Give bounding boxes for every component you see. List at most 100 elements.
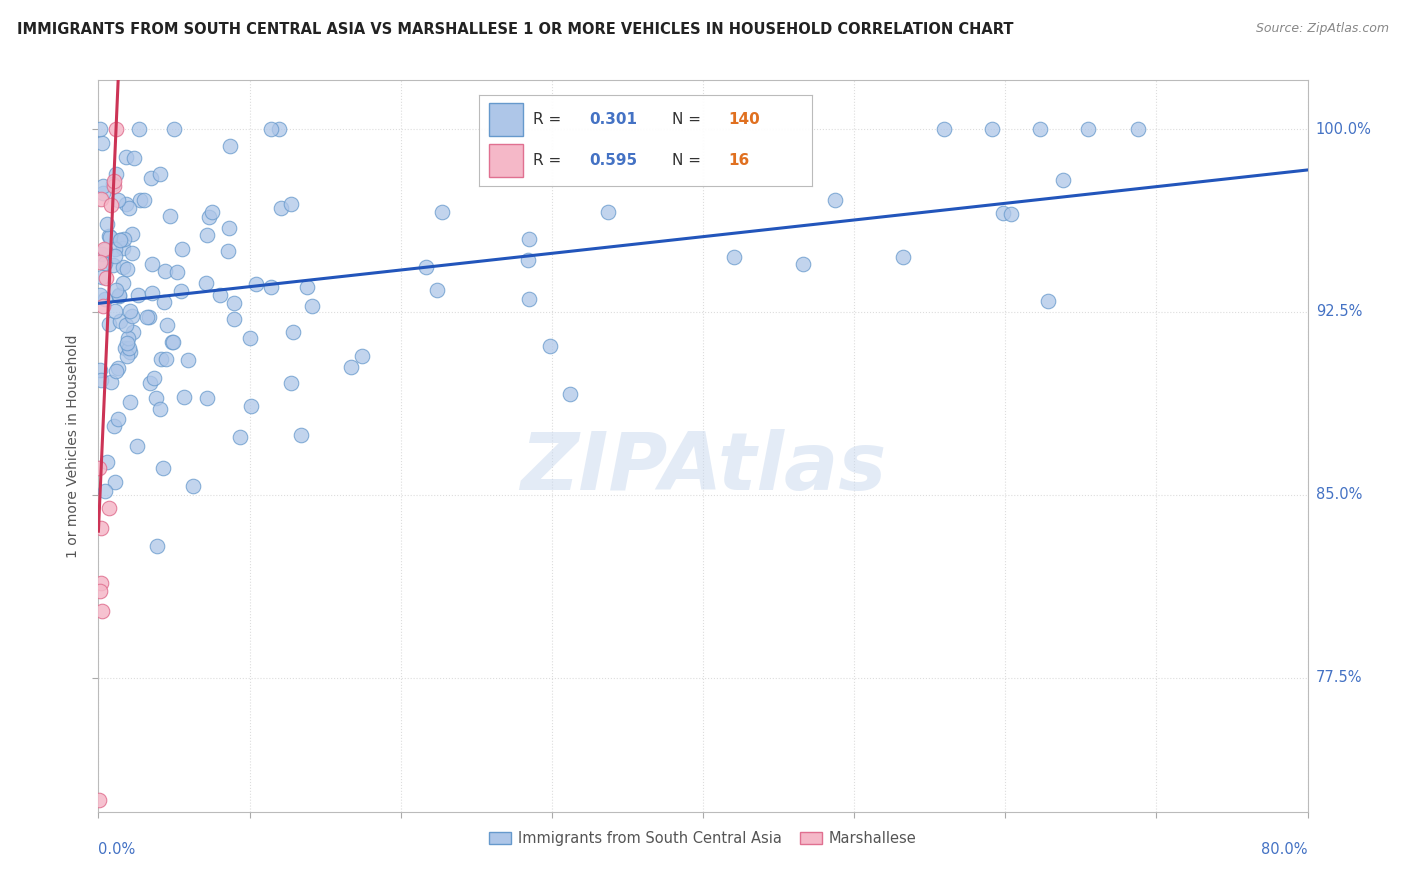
Point (103, 179, 125, 194)
Point (115, 261, 138, 276)
Point (91, 186, 114, 201)
Point (339, 359, 361, 374)
Point (159, 209, 181, 223)
Point (558, 387, 581, 401)
Point (89, 122, 111, 136)
Text: Source: ZipAtlas.com: Source: ZipAtlas.com (1256, 22, 1389, 36)
Point (104, 242, 127, 256)
Point (98, 501, 121, 516)
Point (112, 241, 135, 255)
Point (104, 249, 127, 263)
Point (224, 295, 246, 310)
Point (115, 349, 138, 363)
Point (224, 312, 246, 326)
Point (107, 360, 129, 375)
Point (121, 309, 143, 323)
Point (792, 257, 814, 271)
Point (121, 245, 143, 260)
Point (127, 288, 149, 302)
Point (280, 197, 302, 211)
Point (162, 334, 184, 349)
Point (218, 220, 240, 235)
Point (143, 371, 166, 385)
Point (101, 259, 124, 273)
Point (138, 310, 160, 324)
Point (117, 201, 139, 215)
Point (114, 341, 136, 355)
Text: 80.0%: 80.0% (1261, 842, 1308, 857)
Point (90, 269, 112, 284)
Point (170, 242, 193, 256)
Point (290, 428, 312, 442)
Point (267, 122, 290, 136)
Point (90, 373, 112, 387)
Point (96, 455, 118, 469)
Point (118, 394, 141, 409)
Point (100, 197, 122, 211)
Text: 85.0%: 85.0% (1316, 487, 1362, 502)
Point (89, 583, 111, 598)
Point (245, 277, 267, 292)
Point (112, 232, 135, 246)
Point (118, 345, 141, 359)
Point (166, 265, 188, 279)
Point (1000, 207, 1022, 221)
Point (128, 122, 150, 136)
Point (94, 483, 117, 498)
Point (239, 331, 262, 345)
Point (89, 254, 111, 268)
Point (107, 411, 129, 425)
Point (101, 177, 124, 191)
Point (96, 217, 118, 231)
Point (91, 603, 114, 617)
Point (107, 194, 129, 208)
Point (198, 211, 221, 225)
Point (108, 288, 131, 302)
Point (104, 167, 127, 181)
Point (173, 390, 195, 404)
Point (156, 318, 179, 332)
Point (98, 230, 121, 244)
Point (824, 193, 846, 207)
Text: 100.0%: 100.0% (1316, 121, 1372, 136)
Point (141, 257, 163, 271)
Point (89, 461, 111, 475)
Point (260, 280, 283, 294)
Point (200, 205, 222, 219)
Point (103, 418, 125, 433)
Point (94, 243, 117, 257)
Point (415, 260, 437, 274)
Point (208, 288, 231, 302)
Point (108, 233, 131, 247)
Point (891, 250, 914, 264)
Point (104, 304, 127, 318)
Point (103, 174, 125, 188)
Point (139, 376, 162, 390)
Point (301, 299, 323, 313)
Point (217, 244, 239, 258)
Point (228, 429, 250, 443)
Point (517, 232, 540, 246)
Point (149, 167, 172, 181)
Point (240, 399, 263, 413)
Point (132, 193, 155, 207)
Text: ZIPAtlas: ZIPAtlas (520, 429, 886, 507)
Point (115, 196, 138, 211)
Point (1052, 172, 1074, 186)
Point (596, 204, 619, 219)
Point (1028, 122, 1050, 136)
Point (1077, 122, 1099, 136)
Point (1038, 293, 1060, 308)
Point (114, 150, 136, 164)
Point (155, 351, 177, 366)
Point (129, 193, 152, 207)
Point (980, 122, 1002, 136)
Point (94, 256, 117, 270)
Point (93, 178, 115, 193)
Point (111, 260, 134, 274)
Legend: Immigrants from South Central Asia, Marshallese: Immigrants from South Central Asia, Mars… (484, 825, 922, 852)
Text: 77.5%: 77.5% (1316, 670, 1362, 685)
Point (104, 283, 127, 297)
Text: IMMIGRANTS FROM SOUTH CENTRAL ASIA VS MARSHALLESE 1 OR MORE VEHICLES IN HOUSEHOL: IMMIGRANTS FROM SOUTH CENTRAL ASIA VS MA… (17, 22, 1014, 37)
Y-axis label: 1 or more Vehicles in Household: 1 or more Vehicles in Household (66, 334, 80, 558)
